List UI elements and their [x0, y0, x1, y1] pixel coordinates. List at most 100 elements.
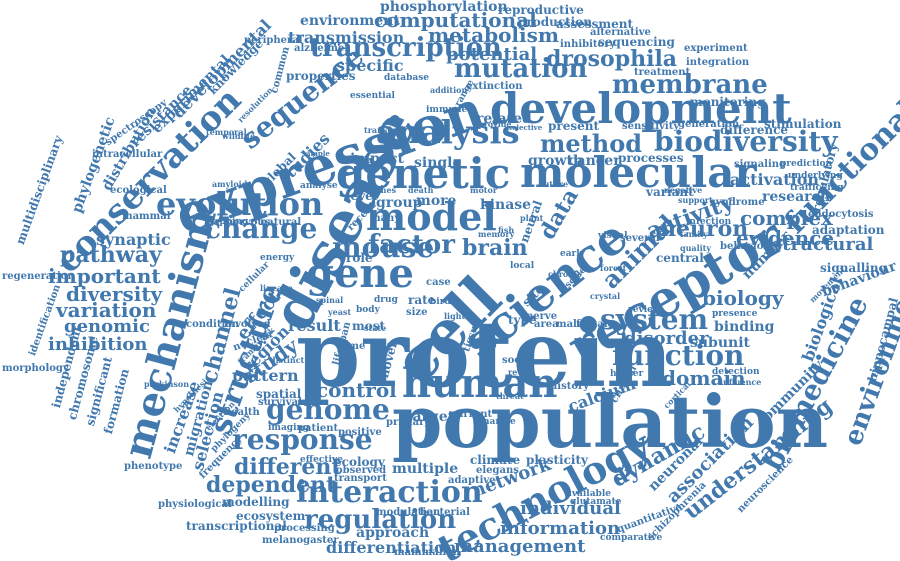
word-assessment: assessment	[556, 17, 634, 31]
word-regeneration: regeneration	[2, 271, 75, 282]
word-transmission: transmission	[288, 28, 405, 47]
word-ecology: ecology	[334, 455, 385, 469]
word-review: review	[628, 305, 661, 315]
word-diversity: diversity	[66, 282, 163, 306]
word-research: research	[762, 189, 831, 205]
word-brain: brain	[462, 235, 528, 261]
word-management: management	[454, 536, 586, 557]
word-analysis: analysis	[376, 113, 520, 151]
word-integration: integration	[686, 57, 750, 68]
word-membrane: membrane	[612, 70, 768, 100]
word-inhibition: inhibition	[48, 334, 148, 355]
word-provide: provide	[478, 119, 512, 129]
word-interaction: interaction	[296, 475, 483, 510]
word-genome: genome	[266, 393, 390, 426]
word-involved: involved	[224, 319, 271, 330]
word-addition: addition	[430, 85, 468, 95]
word-individual: individual	[520, 498, 621, 519]
word-related: related	[476, 111, 532, 127]
word-variant: variant	[646, 185, 694, 199]
word-stimulation: stimulation	[764, 117, 842, 131]
word-central: central	[656, 251, 704, 265]
word-current: current	[450, 409, 493, 420]
word-lineage: lineage	[260, 283, 293, 293]
word-single: single	[414, 155, 462, 171]
word-body: body	[356, 305, 380, 315]
word-neuron: neuron	[660, 216, 749, 242]
word-multidisciplinary: multidisciplinary	[13, 133, 66, 247]
word-properties: properties	[286, 69, 356, 83]
word-role: role	[346, 251, 373, 265]
word-most: most	[352, 319, 385, 333]
word-immune: immune	[426, 105, 468, 115]
word-production: production	[518, 15, 592, 29]
word-result: result	[288, 316, 341, 335]
word-information: information	[500, 518, 621, 539]
word-future: future	[540, 179, 569, 189]
word-wildlife: wildlife	[222, 131, 256, 141]
word-differentiation: differentiation	[326, 538, 457, 557]
word-infection: infection	[686, 217, 732, 227]
word-mammalian: mammalian	[394, 547, 461, 558]
word-physiological: physiological	[158, 499, 232, 510]
word-behavior: behavior	[720, 241, 769, 252]
word-sensitivity: sensitivity	[622, 121, 680, 132]
word-comparative: comparative	[600, 533, 663, 543]
word-plasticity: plasticity	[526, 453, 588, 467]
word-subunit: subunit	[690, 335, 750, 351]
word-database: database	[384, 73, 430, 83]
word-ecological: ecological	[110, 185, 167, 196]
word-modulation: modulation	[376, 507, 441, 518]
word-drosophila: drosophila	[546, 46, 678, 72]
word-observed: observed	[336, 465, 387, 476]
word-growth: growth	[528, 153, 584, 169]
word-spinal: spinal	[316, 295, 344, 305]
word-cancer: cancer	[568, 153, 621, 169]
word-climate: climate	[470, 453, 521, 467]
word-more: more	[416, 193, 457, 209]
word-nervous: nervous	[226, 217, 271, 228]
word-treatment: treatment	[634, 67, 691, 78]
word-human: human	[402, 360, 558, 407]
word-extinction: extinction	[466, 81, 523, 92]
word-threat: threat	[496, 391, 524, 401]
word-factor: factor	[368, 230, 455, 260]
word-spatial: spatial	[256, 387, 302, 401]
word-reproductive: reproductive	[498, 3, 584, 17]
word-pain: pain	[468, 333, 498, 347]
word-early: early	[560, 249, 585, 259]
word-several: several	[620, 233, 660, 244]
word-condition: condition	[186, 319, 240, 330]
word-plant: plant	[520, 213, 544, 223]
word-genes: genes	[370, 185, 397, 195]
word-potential: potential	[446, 44, 538, 65]
word-mapping: mapping	[204, 217, 249, 227]
word-adaptive: adaptive	[448, 475, 496, 486]
word-chronic: chronic	[548, 269, 582, 279]
word-natural: natural	[260, 217, 302, 228]
word-morphology: morphology	[2, 363, 69, 374]
word-processing: processing	[274, 523, 335, 534]
word-male: male	[556, 319, 584, 330]
word-support: support	[678, 195, 713, 205]
word-binding: binding	[714, 319, 775, 335]
word-light: light	[444, 311, 466, 321]
word-genomic: genomic	[64, 316, 150, 337]
word-population: population	[392, 379, 829, 464]
word-visual: visual	[598, 231, 628, 241]
word-area: area	[534, 319, 559, 330]
word-higher: higher	[610, 369, 644, 379]
word-domain: domain	[662, 366, 746, 390]
word-synaptic: synaptic	[96, 230, 171, 249]
word-impact: impact	[350, 151, 404, 167]
word-phosphorylation: phosphorylation	[380, 0, 508, 15]
word-local: local	[510, 261, 535, 271]
word-distinct: distinct	[270, 355, 305, 365]
word-mutation: mutation	[454, 54, 588, 84]
word-structural: structural	[772, 234, 874, 255]
word-phenotype: phenotype	[124, 461, 183, 472]
word-drug: drug	[374, 295, 398, 305]
word-effective: effective	[300, 455, 343, 465]
word-glutamate: glutamate	[570, 497, 622, 507]
